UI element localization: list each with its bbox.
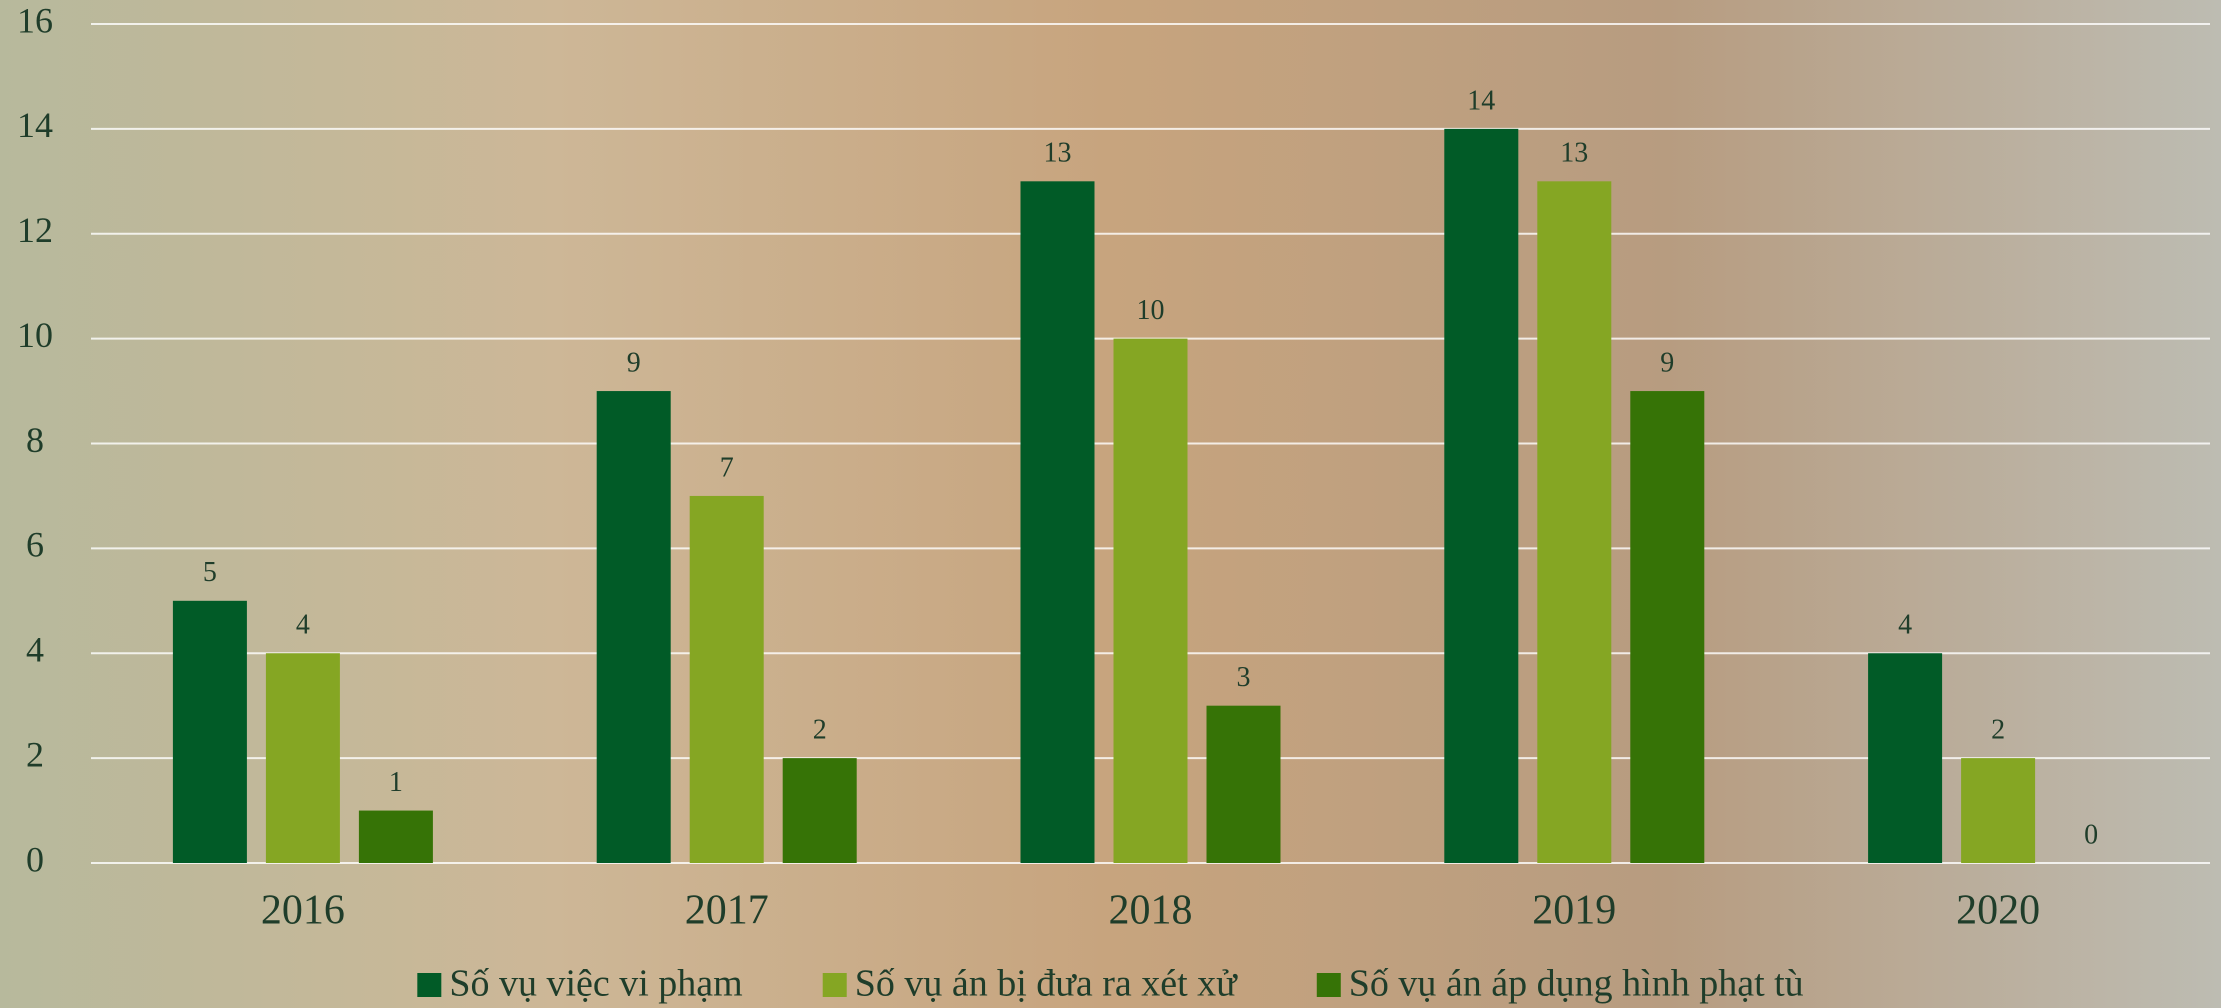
data-label: 13 [1560,138,1588,169]
y-tick-label: 10 [17,315,53,355]
data-label: 4 [1898,610,1912,641]
legend-swatch [823,973,847,997]
data-label: 9 [1660,347,1674,378]
data-label: 14 [1467,85,1495,116]
bar [266,653,340,863]
legend-swatch [1317,973,1341,997]
page: {"chart_data": {"type": "bar", "categori… [0,0,2221,1008]
bar [173,601,247,863]
data-label: 4 [296,610,310,641]
data-label: 13 [1044,138,1072,169]
y-tick-label: 8 [26,420,44,460]
bar [1537,181,1611,863]
legend: Số vụ việc vi phạm Số vụ án bị đưa ra xét… [417,963,1803,1005]
y-tick-label: 14 [17,105,53,145]
bar [1630,391,1704,863]
data-label: 9 [627,347,641,378]
legend-label: Số vụ án bị đưa ra xét xử [855,963,1238,1005]
chart: Số vụ việc vi phạm Số vụ án bị đưa ra xét… [0,0,2221,1008]
data-label: 2 [1991,715,2005,746]
data-label: 5 [203,557,217,588]
x-tick-label: 2020 [1956,888,2040,934]
data-label: 1 [389,767,403,798]
data-label: 0 [2084,819,2098,850]
x-tick-label: 2017 [685,888,769,934]
bar [690,496,764,863]
y-tick-label: 16 [17,0,53,40]
data-label: 3 [1237,662,1251,693]
bar [1444,129,1518,863]
y-tick-label: 6 [26,525,44,565]
legend-swatch [417,973,441,997]
y-tick-label: 2 [26,734,44,774]
data-label: 2 [813,715,827,746]
y-tick-label: 12 [17,210,53,250]
bar [1961,758,2035,863]
data-label: 7 [720,452,734,483]
bar [1021,181,1095,863]
y-tick-label: 4 [26,630,44,670]
bar [359,811,433,863]
legend-label: Số vụ việc vi phạm [449,963,742,1005]
y-tick-label: 0 [26,839,44,879]
bar [1207,706,1281,863]
bar [1114,339,1188,863]
bar [783,758,857,863]
x-tick-label: 2018 [1109,888,1193,934]
legend-label: Số vụ án áp dụng hình phạt tù [1349,963,1804,1005]
data-label: 10 [1137,295,1165,326]
x-tick-label: 2019 [1532,888,1616,934]
bar [1868,653,1942,863]
x-tick-label: 2016 [261,888,345,934]
bar [597,391,671,863]
